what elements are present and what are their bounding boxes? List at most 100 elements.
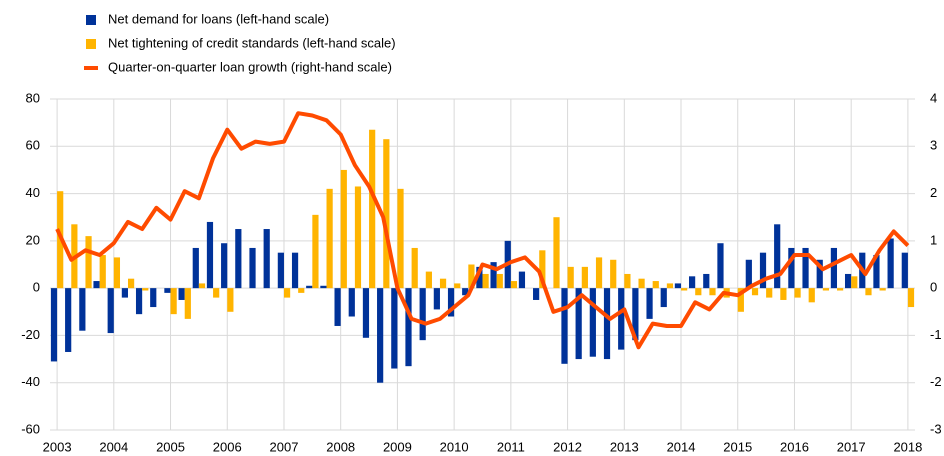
bar — [192, 247, 199, 289]
bar — [362, 288, 370, 338]
bar — [830, 247, 838, 289]
bar — [618, 288, 625, 350]
bar — [283, 288, 291, 298]
bar — [837, 288, 844, 291]
bar — [198, 283, 206, 289]
x-tick-label: 2009 — [383, 439, 412, 454]
bar — [85, 236, 92, 289]
y2-tick-label: 2 — [930, 185, 937, 200]
x-tick-label: 2004 — [99, 439, 128, 454]
bar — [354, 186, 362, 289]
bar — [490, 262, 497, 289]
bar — [433, 288, 440, 310]
bar — [907, 288, 915, 308]
bar — [340, 169, 347, 289]
bar — [277, 252, 284, 289]
bar — [99, 255, 106, 289]
bar — [510, 281, 518, 289]
x-tick-label: 2012 — [553, 439, 582, 454]
bar — [377, 288, 384, 383]
x-tick-label: 2007 — [270, 439, 299, 454]
y2-tick-label: 3 — [930, 138, 937, 153]
bar — [439, 278, 447, 289]
bar — [476, 266, 483, 289]
bar — [603, 288, 611, 360]
x-tick-label: 2014 — [667, 439, 696, 454]
bar — [851, 276, 858, 289]
bar — [291, 252, 299, 289]
bar — [164, 288, 171, 293]
bar — [121, 288, 128, 298]
bar — [170, 288, 177, 315]
bar — [518, 271, 526, 289]
x-tick-label: 2015 — [723, 439, 752, 454]
bar — [142, 288, 149, 291]
x-tick-label: 2005 — [156, 439, 185, 454]
y-tick-label: 0 — [33, 280, 40, 295]
bar — [397, 188, 404, 289]
bar — [802, 247, 809, 289]
bar — [107, 288, 114, 334]
bar — [235, 229, 242, 289]
bar — [454, 283, 461, 289]
bar — [561, 288, 568, 364]
bar — [674, 283, 682, 289]
bar — [312, 214, 319, 289]
bar — [533, 288, 540, 300]
legend-swatch — [86, 15, 96, 25]
bar — [595, 257, 603, 289]
bar — [695, 288, 702, 296]
bar — [391, 288, 398, 369]
bar — [575, 288, 582, 360]
bar — [901, 252, 908, 289]
bar — [249, 247, 256, 289]
bar — [822, 288, 830, 291]
bar — [447, 288, 455, 317]
legend-swatch — [86, 39, 96, 49]
bar — [178, 288, 185, 300]
bar — [646, 288, 653, 319]
y2-tick-label: 4 — [930, 90, 937, 105]
legend-label: Net demand for loans (left-hand scale) — [108, 11, 329, 26]
bar — [462, 288, 469, 296]
bar — [652, 281, 659, 289]
bar — [150, 288, 157, 308]
bar — [717, 243, 724, 289]
bar — [93, 281, 100, 289]
y2-tick-label: -2 — [930, 374, 942, 389]
y2-tick-label: -1 — [930, 327, 942, 342]
bar — [709, 288, 716, 296]
bar — [306, 285, 313, 289]
bar — [589, 288, 596, 357]
bar — [780, 288, 787, 300]
bar — [496, 273, 503, 289]
line — [55, 111, 910, 350]
bar — [213, 288, 220, 298]
bar — [887, 238, 894, 289]
x-tick-label: 2018 — [893, 439, 922, 454]
bar — [405, 288, 412, 367]
bar — [666, 283, 674, 289]
bar — [638, 278, 645, 289]
bar — [794, 288, 801, 298]
y-tick-label: 20 — [26, 232, 40, 247]
bar — [632, 288, 639, 341]
bar — [383, 139, 390, 289]
y-tick-label: 80 — [26, 90, 40, 105]
bar — [369, 129, 376, 289]
x-tick-label: 2017 — [837, 439, 866, 454]
legend-label: Quarter-on-quarter loan growth (right-ha… — [108, 59, 392, 74]
bar — [320, 285, 327, 289]
bar — [50, 288, 58, 362]
bar — [865, 288, 872, 296]
y-tick-label: 60 — [26, 138, 40, 153]
bar — [581, 266, 588, 289]
bar — [689, 276, 696, 289]
x-tick-label: 2016 — [780, 439, 809, 454]
bar — [227, 288, 234, 312]
x-tick-label: 2011 — [497, 439, 525, 454]
bar — [751, 288, 759, 296]
bar — [127, 278, 135, 289]
bar — [788, 247, 795, 289]
y-tick-label: -20 — [21, 327, 40, 342]
